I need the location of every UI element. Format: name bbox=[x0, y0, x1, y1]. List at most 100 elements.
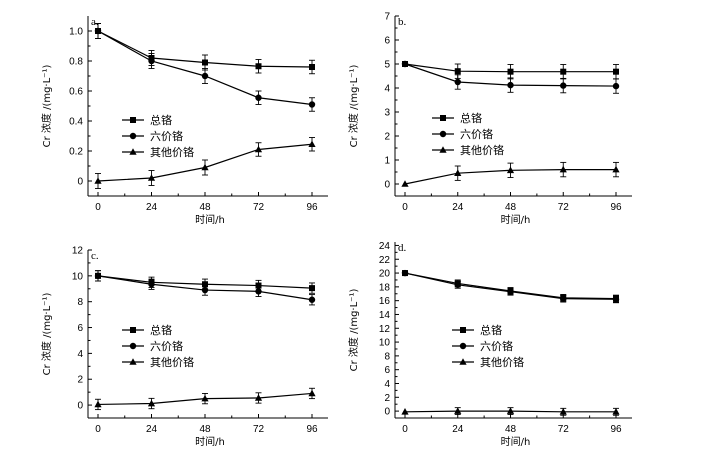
y-tick-label: 8 bbox=[384, 351, 390, 362]
y-tick-label: 0 bbox=[384, 407, 390, 418]
legend-label: 总铬 bbox=[150, 323, 172, 337]
data-point bbox=[201, 72, 209, 80]
x-tick-label: 48 bbox=[199, 424, 211, 435]
legend-marker bbox=[129, 132, 137, 140]
data-point bbox=[559, 407, 567, 415]
data-point bbox=[401, 60, 409, 68]
y-tick-label: 7 bbox=[384, 12, 390, 23]
data-point bbox=[454, 407, 462, 414]
x-tick-label: 24 bbox=[146, 424, 158, 435]
data-point bbox=[560, 295, 567, 302]
data-point bbox=[507, 288, 514, 295]
legend-label: 总铬 bbox=[480, 323, 502, 337]
data-point bbox=[401, 180, 409, 187]
data-point bbox=[148, 281, 155, 288]
data-point bbox=[201, 286, 209, 294]
legend-marker bbox=[439, 130, 447, 138]
data-point bbox=[201, 163, 209, 171]
data-point bbox=[454, 68, 461, 75]
y-tick-label: 10 bbox=[379, 338, 391, 349]
data-point bbox=[454, 169, 462, 176]
legend-label: 其他价铬 bbox=[460, 143, 504, 157]
data-point bbox=[148, 57, 155, 65]
x-axis-title: 时间/h bbox=[501, 213, 531, 226]
y-axis-title: Cr 浓度 /(mg·L⁻¹) bbox=[347, 65, 360, 148]
data-point bbox=[147, 399, 156, 407]
data-point bbox=[454, 281, 461, 288]
y-tick-label: 4 bbox=[384, 379, 390, 390]
panel-label: b. bbox=[398, 16, 407, 28]
x-axis-title: 时间/h bbox=[195, 213, 225, 226]
x-tick-label: 96 bbox=[610, 424, 622, 435]
legend-marker bbox=[129, 342, 137, 350]
data-point bbox=[308, 296, 316, 303]
legend-label: 总铬 bbox=[460, 111, 482, 125]
y-tick-label: 0 bbox=[77, 401, 83, 412]
legend-label: 其他价铬 bbox=[150, 145, 194, 159]
y-tick-label: 6 bbox=[384, 36, 390, 47]
series-circle bbox=[94, 270, 316, 306]
data-point bbox=[255, 63, 262, 70]
data-point bbox=[309, 64, 315, 70]
data-point bbox=[506, 166, 515, 174]
panel-label: d. bbox=[398, 242, 407, 254]
data-point bbox=[401, 269, 409, 277]
y-axis-title: Cr 浓度 /(mg·L⁻¹) bbox=[40, 65, 53, 148]
y-tick-label: 16 bbox=[379, 296, 391, 307]
y-tick-label: 1 bbox=[384, 156, 390, 167]
x-axis-title: 时间/h bbox=[501, 435, 531, 448]
y-tick-label: 0.4 bbox=[69, 117, 83, 128]
y-axis-title: Cr 浓度 /(mg·L⁻¹) bbox=[40, 293, 53, 376]
legend-label: 总铬 bbox=[150, 113, 172, 127]
data-point bbox=[560, 82, 567, 89]
y-tick-label: 22 bbox=[379, 255, 391, 266]
x-tick-label: 72 bbox=[558, 202, 570, 213]
data-point bbox=[559, 165, 567, 173]
legend-marker bbox=[460, 327, 466, 333]
y-tick-label: 2 bbox=[77, 375, 83, 386]
data-point bbox=[94, 27, 102, 35]
data-point bbox=[308, 389, 316, 397]
x-tick-label: 96 bbox=[306, 202, 318, 213]
legend-label: 六价铬 bbox=[150, 129, 183, 143]
legend-marker bbox=[459, 358, 467, 365]
y-tick-label: 2 bbox=[384, 132, 390, 143]
series-triangle bbox=[401, 407, 620, 416]
data-point bbox=[612, 165, 620, 173]
series-triangle bbox=[94, 137, 316, 189]
data-point bbox=[612, 296, 620, 303]
y-tick-label: 0.2 bbox=[69, 147, 83, 158]
x-tick-label: 72 bbox=[253, 424, 265, 435]
data-point bbox=[94, 177, 102, 184]
x-tick-label: 48 bbox=[199, 202, 211, 213]
data-point bbox=[308, 101, 316, 108]
series-circle bbox=[94, 23, 316, 112]
data-point bbox=[94, 272, 102, 280]
y-tick-label: 4 bbox=[384, 84, 390, 95]
x-tick-label: 24 bbox=[146, 202, 158, 213]
y-tick-label: 1.0 bbox=[69, 27, 83, 38]
x-tick-label: 0 bbox=[402, 424, 408, 435]
legend-label: 六价铬 bbox=[460, 127, 493, 141]
series-square bbox=[402, 270, 619, 303]
data-point bbox=[613, 68, 619, 75]
x-tick-label: 0 bbox=[95, 424, 101, 435]
y-tick-label: 4 bbox=[77, 349, 83, 360]
legend-marker bbox=[129, 358, 137, 365]
series-circle bbox=[401, 60, 620, 94]
data-point bbox=[147, 174, 156, 181]
legend-label: 其他价铬 bbox=[480, 355, 524, 369]
data-point bbox=[612, 407, 620, 415]
data-point bbox=[507, 68, 514, 75]
x-tick-label: 96 bbox=[610, 202, 622, 213]
legend-marker bbox=[439, 146, 447, 153]
data-point bbox=[506, 407, 515, 414]
x-tick-label: 72 bbox=[253, 202, 265, 213]
x-tick-label: 72 bbox=[558, 424, 570, 435]
legend-marker bbox=[129, 148, 137, 155]
